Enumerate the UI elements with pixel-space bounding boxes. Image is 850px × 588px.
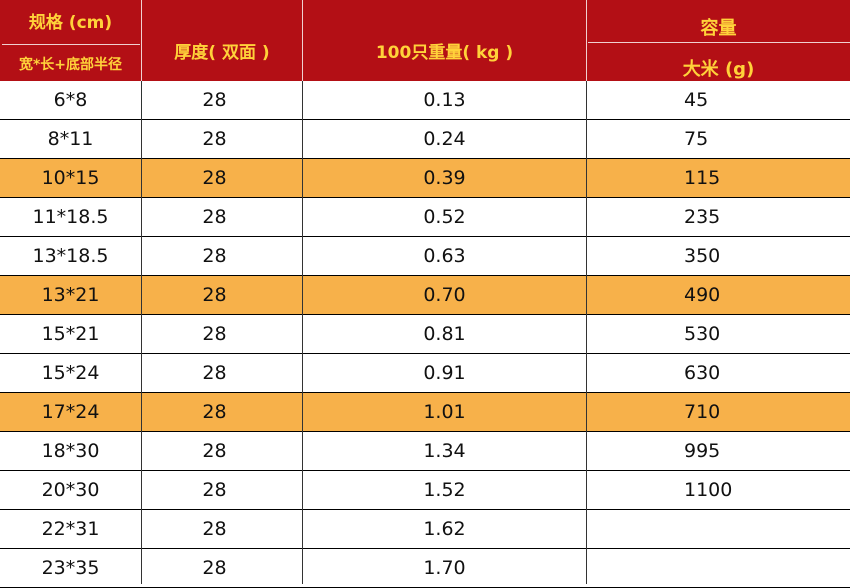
weight-cell: 1.01 xyxy=(423,401,466,423)
spec-cell: 10*15 xyxy=(41,167,100,189)
thickness-cell: 28 xyxy=(202,479,227,501)
weight-cell: 1.34 xyxy=(423,440,466,462)
rice-cell: 235 xyxy=(684,206,721,228)
thickness-cell: 28 xyxy=(202,128,227,150)
spec-cell: 23*35 xyxy=(41,557,100,579)
spec-cell: 8*11 xyxy=(47,128,94,150)
table-row: 23*35 28 1.70 xyxy=(0,549,850,588)
rice-cell: 115 xyxy=(684,167,721,189)
thickness-cell: 28 xyxy=(202,557,227,579)
table-row: 11*18.5 28 0.52 235 xyxy=(0,198,850,237)
table-row: 10*15 28 0.39 115 xyxy=(0,159,850,198)
header-weight: 100只重量( kg ) xyxy=(375,43,514,63)
rice-cell: 530 xyxy=(684,323,721,345)
weight-cell: 1.62 xyxy=(423,518,466,540)
header-divider-col4 xyxy=(588,42,850,43)
table-row: 18*30 28 1.34 995 xyxy=(0,432,850,471)
column-divider xyxy=(141,0,142,584)
spec-cell: 17*24 xyxy=(41,401,100,423)
rice-cell: 1100 xyxy=(684,479,733,501)
rice-cell: 75 xyxy=(684,128,709,150)
spec-cell: 13*18.5 xyxy=(32,245,109,267)
table-row: 17*24 28 1.01 710 xyxy=(0,393,850,432)
spec-cell: 22*31 xyxy=(41,518,100,540)
header-column-divider xyxy=(302,0,303,81)
thickness-cell: 28 xyxy=(202,245,227,267)
weight-cell: 0.39 xyxy=(423,167,466,189)
column-divider xyxy=(586,0,587,584)
table-row: 6*8 28 0.13 45 xyxy=(0,81,850,120)
weight-cell: 0.63 xyxy=(423,245,466,267)
rice-cell: 350 xyxy=(684,245,721,267)
spec-cell: 13*21 xyxy=(41,284,100,306)
rice-cell: 45 xyxy=(684,89,709,111)
thickness-cell: 28 xyxy=(202,362,227,384)
weight-cell: 0.81 xyxy=(423,323,466,345)
header-spec-title: 规格 (cm) xyxy=(28,13,113,33)
weight-cell: 0.52 xyxy=(423,206,466,228)
table-row: 22*31 28 1.62 xyxy=(0,510,850,549)
header-rice: 大米 (g) xyxy=(682,59,755,80)
table-row: 13*18.5 28 0.63 350 xyxy=(0,237,850,276)
header-column-divider xyxy=(586,0,587,81)
spec-cell: 11*18.5 xyxy=(32,206,109,228)
header-column-divider xyxy=(141,0,142,81)
spec-cell: 20*30 xyxy=(41,479,100,501)
thickness-cell: 28 xyxy=(202,206,227,228)
spec-cell: 18*30 xyxy=(41,440,100,462)
thickness-cell: 28 xyxy=(202,440,227,462)
weight-cell: 0.13 xyxy=(423,89,466,111)
rice-cell: 710 xyxy=(684,401,721,423)
table-row: 15*21 28 0.81 530 xyxy=(0,315,850,354)
weight-cell: 0.91 xyxy=(423,362,466,384)
spec-cell: 15*21 xyxy=(41,323,100,345)
thickness-cell: 28 xyxy=(202,401,227,423)
header-capacity: 容量 xyxy=(700,18,737,39)
weight-cell: 0.24 xyxy=(423,128,466,150)
rice-cell xyxy=(684,510,834,548)
header-thickness: 厚度( 双面 ) xyxy=(174,43,270,63)
column-divider xyxy=(302,0,303,584)
thickness-cell: 28 xyxy=(202,89,227,111)
header-spec-subtitle: 宽*长+底部半径 xyxy=(18,57,123,73)
table-header: 规格 (cm) 宽*长+底部半径 厚度( 双面 ) 100只重量( kg ) 容… xyxy=(0,0,850,81)
thickness-cell: 28 xyxy=(202,167,227,189)
spec-cell: 6*8 xyxy=(53,89,88,111)
rice-cell xyxy=(684,549,834,587)
header-divider-col1 xyxy=(2,44,140,45)
rice-cell: 995 xyxy=(684,440,721,462)
thickness-cell: 28 xyxy=(202,518,227,540)
thickness-cell: 28 xyxy=(202,323,227,345)
table-row: 8*11 28 0.24 75 xyxy=(0,120,850,159)
rice-cell: 490 xyxy=(684,284,721,306)
weight-cell: 1.52 xyxy=(423,479,466,501)
table-row: 20*30 28 1.52 1100 xyxy=(0,471,850,510)
spec-cell: 15*24 xyxy=(41,362,100,384)
table-row: 15*24 28 0.91 630 xyxy=(0,354,850,393)
weight-cell: 0.70 xyxy=(423,284,466,306)
rice-cell: 630 xyxy=(684,362,721,384)
thickness-cell: 28 xyxy=(202,284,227,306)
weight-cell: 1.70 xyxy=(423,557,466,579)
table-body: 6*8 28 0.13 45 8*11 28 0.24 75 10*15 28 0.39 115 11*… xyxy=(0,81,850,588)
table-row: 13*21 28 0.70 490 xyxy=(0,276,850,315)
